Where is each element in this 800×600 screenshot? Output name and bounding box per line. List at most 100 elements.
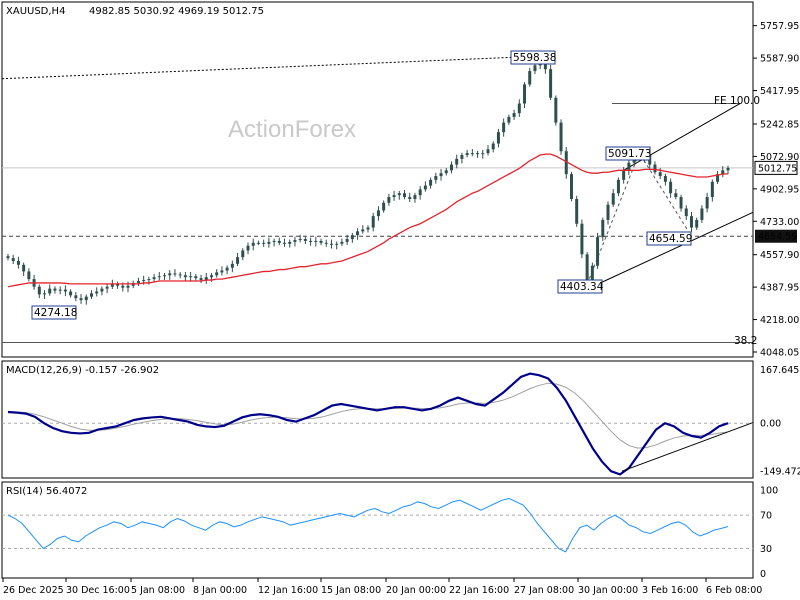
candle-body [194, 276, 198, 279]
candle-body [392, 195, 396, 198]
candle-body [382, 202, 386, 211]
candle-body [319, 240, 323, 243]
moving-average-line [7, 153, 729, 288]
candle-body [335, 243, 339, 245]
candle-body [215, 272, 219, 276]
candle-body [507, 116, 511, 123]
price-axis-tick-label: 4557.90 [760, 250, 799, 261]
x-axis-tick-label: 12 Jan 16:00 [258, 585, 318, 596]
price-axis-tick-label: 5417.95 [760, 86, 799, 97]
candle-body [429, 179, 433, 186]
candle-body [37, 286, 41, 295]
candle-body [136, 281, 140, 283]
candle-body [236, 257, 240, 264]
candle-body [345, 239, 349, 242]
x-axis-tick-label: 30 Jan 00:00 [578, 585, 638, 596]
candle-body [580, 223, 584, 255]
candle-body [512, 113, 516, 117]
candle-body [189, 276, 193, 278]
macd-panel [1, 360, 754, 479]
candle-body [601, 219, 605, 238]
candle-body [590, 265, 594, 282]
candle-body [403, 193, 407, 198]
candle-body [303, 239, 307, 241]
candle-body [606, 204, 610, 220]
price-axis-tick-label: 5072.90 [760, 152, 799, 163]
candle-body [89, 293, 93, 297]
candle-body [283, 242, 287, 244]
price-axis-tick-label: 4218.00 [760, 315, 799, 326]
candle-body [627, 162, 631, 171]
label-low-left-box [31, 305, 77, 320]
label-high: 5598.38 [513, 52, 556, 64]
candle-body [157, 276, 161, 278]
candle-body [496, 132, 500, 144]
candle-body [596, 237, 600, 266]
candle-body [439, 173, 443, 177]
candle-body [314, 240, 318, 242]
candle-body [100, 288, 104, 292]
candle-body [147, 279, 151, 281]
candle-body [356, 231, 360, 236]
candle-body [679, 197, 683, 209]
price-panel [1, 1, 754, 358]
price-axis-tick-label: 4048.05 [760, 347, 799, 358]
candle-body [444, 170, 448, 174]
candle-body [298, 239, 302, 241]
candle-body [705, 197, 709, 209]
candle-body [549, 69, 553, 98]
candle-body [423, 185, 427, 190]
candle-body [523, 84, 527, 104]
support-price-tag-box [755, 229, 797, 243]
candle-body [43, 293, 47, 295]
candle-body [293, 239, 297, 242]
x-axis-tick-label: 30 Dec 16:00 [66, 585, 130, 596]
candle-body [126, 285, 130, 288]
price-axis-tick-label: 4387.95 [760, 283, 799, 294]
candle-body [559, 122, 563, 152]
x-axis-tick-label: 20 Jan 00:00 [386, 585, 446, 596]
macd-axis-tick-label: 0.00 [760, 419, 781, 430]
candle-body [53, 288, 57, 291]
candle-body [84, 296, 88, 301]
label-swing-high: 5091.73 [608, 148, 651, 160]
label-swing-low-1-box [557, 279, 603, 294]
current-price-tag: 5012.75 [758, 163, 797, 174]
candle-body [575, 198, 579, 224]
candle-body [669, 181, 673, 194]
x-axis-tick-label: 5 Jan 08:00 [131, 585, 185, 596]
candle-body [689, 216, 693, 228]
label-swing-high-box [605, 146, 651, 161]
label-swing-low-2: 4654.59 [649, 233, 692, 245]
price-axis-tick-label: 5242.85 [760, 119, 799, 130]
candle-body [63, 289, 67, 292]
channel-lower-line [597, 211, 754, 285]
rsi-axis-tick-label: 70 [760, 511, 772, 522]
candle-body [173, 273, 177, 275]
dotted-trendline [1, 55, 541, 80]
candle-body [105, 286, 109, 289]
rsi-axis-tick-label: 30 [760, 544, 772, 555]
candle-body [460, 155, 464, 159]
candle-body [178, 274, 182, 276]
candle-body [710, 181, 714, 198]
candle-body [418, 189, 422, 196]
candle-body [95, 291, 99, 294]
candle-body [663, 176, 667, 182]
candle-body [716, 174, 720, 182]
candle-body [361, 229, 365, 232]
support-price-tag: 4654.59 [758, 232, 797, 243]
x-axis-tick-label: 6 Feb 08:00 [706, 585, 762, 596]
candle-body [267, 241, 271, 244]
macd-title: MACD(12,26,9) -0.157 -26.902 [6, 365, 159, 376]
candle-body [449, 164, 453, 171]
x-axis-tick-label: 26 Dec 2025 [3, 585, 64, 596]
candle-body [622, 170, 626, 180]
candle-body [350, 235, 354, 240]
candle-body [376, 210, 380, 217]
swing-dashed-path [586, 151, 692, 285]
candle-body [684, 208, 688, 217]
label-fe-100: FE 100.0 [714, 95, 760, 107]
candle-body [455, 158, 459, 165]
